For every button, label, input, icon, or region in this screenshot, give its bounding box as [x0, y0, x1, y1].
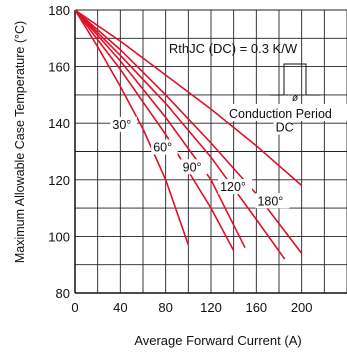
plot-frame — [74, 10, 347, 294]
curve-label: DC — [276, 121, 294, 135]
curve-label-bg — [151, 139, 178, 155]
y-axis-label: Maximum Allowable Case Temperature (°C) — [13, 21, 27, 263]
curve-label: 30° — [112, 118, 131, 132]
rth-annotation: RthJC (DC) = 0.3 K/W — [169, 41, 298, 56]
curve-90-line — [74, 9, 246, 249]
curve-DC-line — [74, 9, 303, 187]
conduction-waveform-icon — [270, 63, 320, 96]
x-tick-label: 0 — [71, 300, 78, 315]
y-ticks: 80 100 120 140 160 180 — [48, 3, 70, 301]
x-axis-label: Average Forward Current (A) — [134, 333, 301, 348]
curve-label: 60° — [153, 141, 172, 155]
conduction-period-label: Conduction Period — [229, 107, 332, 121]
curve-label-bg — [110, 116, 137, 132]
x-tick-label: 160 — [245, 300, 267, 315]
curve-60-line — [74, 9, 235, 251]
x-tick-label: 200 — [291, 300, 313, 315]
x-tick-label: 120 — [200, 300, 222, 315]
y-tick-label: 180 — [48, 3, 70, 18]
curve-label-bg — [255, 193, 290, 209]
y-tick-label: 120 — [48, 173, 70, 188]
y-tick-label: 140 — [48, 116, 70, 131]
curve-label: 90° — [183, 160, 202, 174]
curve-120-line — [74, 9, 286, 260]
y-tick-label: 160 — [48, 60, 70, 75]
conduction-label-bg — [226, 104, 347, 121]
curve-30-line — [74, 9, 190, 246]
curve-label-bg — [273, 119, 293, 135]
x-ticks: 0 40 80 120 160 200 — [71, 300, 312, 315]
phi-symbol: ø — [292, 93, 298, 104]
x-tick-label: 40 — [113, 300, 127, 315]
curve-label-bg — [180, 159, 208, 175]
curve-labels: 30° 60° 90° 120° 180° DC — [110, 116, 294, 209]
y-tick-label: 80 — [56, 286, 70, 301]
curve-label: 120° — [220, 180, 246, 194]
curves — [74, 9, 303, 260]
y-tick-label: 100 — [48, 229, 70, 244]
x-tick-label: 80 — [158, 300, 172, 315]
curve-label: 180° — [257, 194, 283, 208]
curve-label-bg — [218, 179, 253, 195]
